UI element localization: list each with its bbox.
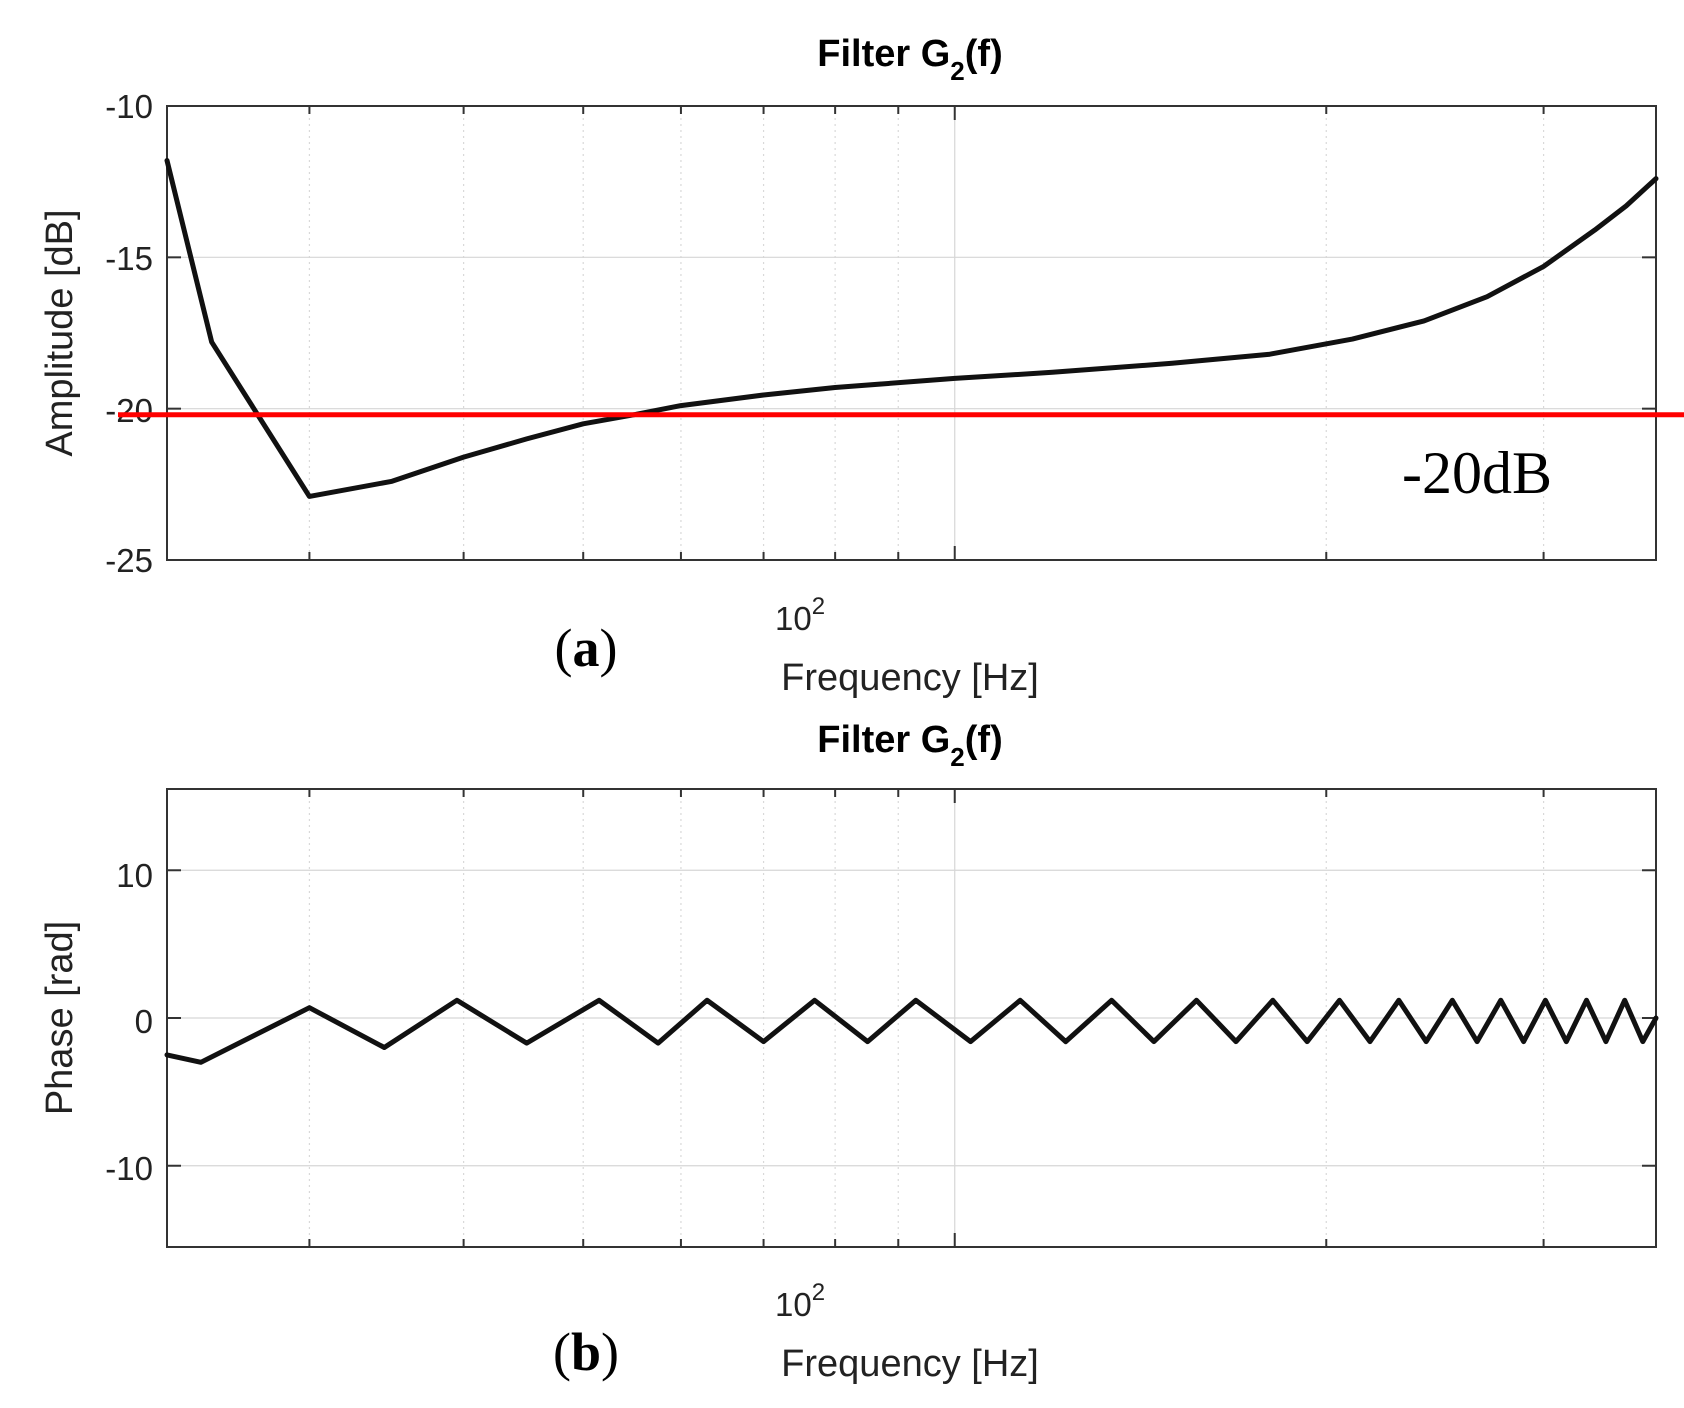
xtick-base: 10	[775, 1286, 812, 1323]
x-axis-label: Frequency [Hz]	[781, 657, 1039, 699]
y-axis-label: Phase [rad]	[39, 921, 81, 1115]
x-axis-label: Frequency [Hz]	[781, 1343, 1039, 1385]
panel-letter: a	[573, 618, 600, 678]
phase-chart: Filter G2(f) 10 0 -10 102 Frequency [Hz]…	[39, 719, 1659, 1385]
chart-title: Filter G2(f)	[817, 33, 1002, 86]
chart-title: Filter G2(f)	[817, 719, 1002, 772]
panel-label: (b)	[553, 1322, 619, 1382]
ytick-label: -10	[105, 1150, 153, 1187]
xtick-label: 102	[775, 1279, 825, 1323]
title-main: Filter G	[817, 33, 950, 75]
grid	[167, 106, 1656, 560]
xtick-base: 10	[775, 600, 812, 637]
grid	[167, 789, 1656, 1247]
ticks	[167, 789, 1656, 1247]
title-suffix: (f)	[965, 719, 1003, 761]
reference-line-label: -20dB	[1402, 440, 1552, 506]
ytick-label: -25	[105, 542, 153, 579]
phase-series-line	[164, 997, 1659, 1065]
ytick-label: -20	[105, 392, 153, 429]
amplitude-chart: Filter G2(f) -10 -15 -20 -25 102 Frequen…	[39, 33, 1684, 699]
ytick-label: 10	[116, 857, 153, 894]
xtick-exponent: 2	[812, 1279, 825, 1306]
title-subscript: 2	[950, 742, 964, 772]
xtick-exponent: 2	[812, 593, 825, 620]
title-subscript: 2	[950, 56, 964, 86]
ytick-label: -15	[105, 240, 153, 277]
title-suffix: (f)	[965, 33, 1003, 75]
xtick-label: 102	[775, 593, 825, 637]
plot-frame	[166, 105, 1657, 561]
panel-label: (a)	[555, 618, 618, 678]
ticks	[167, 105, 1656, 561]
ytick-label: 0	[135, 1003, 153, 1040]
panel-letter: b	[571, 1322, 601, 1382]
y-axis-label: Amplitude [dB]	[39, 209, 81, 456]
amplitude-series-line	[164, 158, 1659, 499]
title-main: Filter G	[817, 719, 950, 761]
ytick-label: -10	[105, 88, 153, 125]
